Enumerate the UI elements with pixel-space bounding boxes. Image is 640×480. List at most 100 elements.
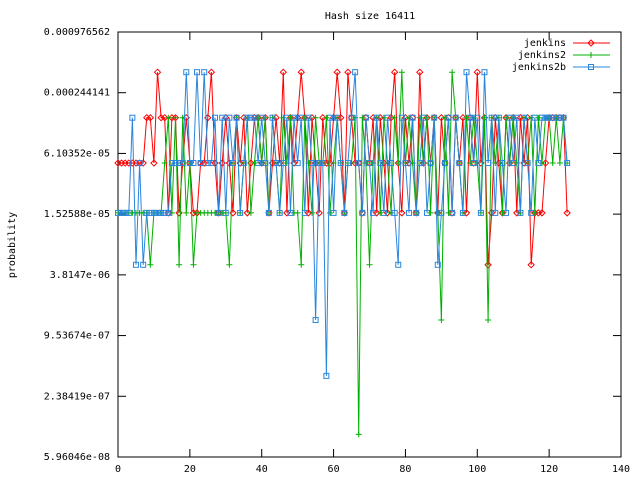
point-marker	[463, 69, 470, 76]
point-marker	[118, 209, 125, 216]
point-marker	[337, 113, 345, 122]
point-marker	[179, 160, 186, 167]
point-marker	[542, 114, 549, 121]
point-marker	[265, 209, 272, 216]
point-marker	[438, 209, 445, 216]
point-marker	[337, 160, 344, 167]
point-marker	[219, 114, 226, 121]
point-marker	[183, 69, 190, 76]
point-marker	[445, 209, 452, 216]
legend-marker	[588, 52, 594, 58]
point-marker	[528, 209, 535, 216]
point-marker	[416, 68, 424, 76]
y-tick-label: 2.38419e-07	[44, 391, 110, 402]
point-marker	[212, 114, 219, 121]
point-marker	[272, 113, 280, 122]
point-marker	[132, 261, 139, 268]
point-marker	[441, 160, 448, 167]
point-marker	[380, 114, 387, 121]
point-marker	[423, 114, 430, 121]
point-marker	[388, 160, 395, 167]
point-marker	[549, 160, 556, 167]
point-marker	[372, 209, 381, 217]
point-marker	[190, 160, 197, 167]
point-marker	[449, 209, 456, 216]
point-marker	[377, 160, 384, 167]
point-marker	[147, 209, 154, 216]
point-marker	[243, 209, 252, 217]
point-marker	[488, 114, 495, 121]
point-marker	[485, 160, 492, 167]
point-marker	[373, 114, 380, 121]
point-marker	[563, 209, 571, 217]
point-marker	[406, 209, 413, 216]
point-marker	[293, 113, 302, 122]
point-marker	[370, 209, 377, 216]
point-marker	[510, 114, 517, 121]
point-marker	[553, 114, 560, 121]
x-tick-label: 60	[328, 464, 340, 475]
point-marker	[359, 114, 366, 121]
y-axis-label: probability	[7, 212, 18, 278]
point-marker	[315, 209, 323, 217]
point-marker	[294, 209, 301, 216]
point-marker	[240, 113, 248, 122]
point-marker	[247, 209, 254, 216]
plot-frame	[117, 31, 622, 458]
legend-label: jenkins2b	[512, 62, 566, 73]
point-marker	[388, 209, 395, 216]
point-marker	[560, 114, 567, 121]
point-marker	[495, 114, 502, 121]
point-marker	[492, 209, 499, 216]
point-marker	[459, 209, 466, 216]
y-tick-label: 1.52588e-05	[44, 209, 110, 220]
point-marker	[527, 261, 535, 269]
point-marker	[402, 160, 409, 167]
point-marker	[406, 114, 413, 121]
point-marker	[445, 114, 452, 121]
point-marker	[456, 160, 463, 167]
point-marker	[319, 160, 326, 167]
point-marker	[423, 209, 430, 216]
point-marker	[269, 114, 276, 121]
point-marker	[462, 209, 471, 217]
point-marker	[255, 114, 262, 121]
point-marker	[467, 160, 474, 167]
point-marker	[139, 159, 147, 167]
point-marker	[416, 114, 423, 121]
point-marker	[200, 159, 208, 167]
point-marker	[452, 114, 459, 121]
point-marker	[538, 209, 546, 217]
point-marker	[240, 160, 247, 167]
x-tick-label: 0	[115, 464, 121, 475]
point-marker	[255, 160, 262, 167]
point-marker	[409, 114, 416, 121]
point-marker	[150, 159, 158, 167]
point-marker	[366, 160, 373, 167]
point-marker	[251, 114, 258, 121]
point-marker	[190, 261, 197, 268]
point-marker	[186, 160, 193, 167]
point-marker	[503, 114, 510, 121]
point-marker	[434, 261, 441, 268]
point-marker	[115, 209, 121, 216]
x-tick-label: 80	[399, 464, 411, 475]
point-marker	[352, 69, 359, 76]
point-marker	[197, 160, 204, 167]
point-marker	[158, 209, 165, 216]
point-marker	[329, 113, 338, 122]
point-marker	[316, 160, 323, 167]
point-marker	[564, 160, 571, 167]
y-tick-label: 0.000976562	[44, 27, 110, 38]
point-marker	[297, 68, 305, 76]
point-marker	[333, 68, 341, 76]
point-marker	[222, 209, 229, 216]
point-marker	[524, 160, 531, 167]
x-tick-label: 140	[612, 464, 630, 475]
point-marker	[485, 317, 492, 324]
point-marker	[140, 261, 147, 268]
point-marker	[484, 261, 492, 269]
point-marker	[391, 114, 398, 121]
legend-label: jenkins2	[518, 50, 566, 61]
y-tick-label: 9.53674e-07	[44, 331, 110, 342]
